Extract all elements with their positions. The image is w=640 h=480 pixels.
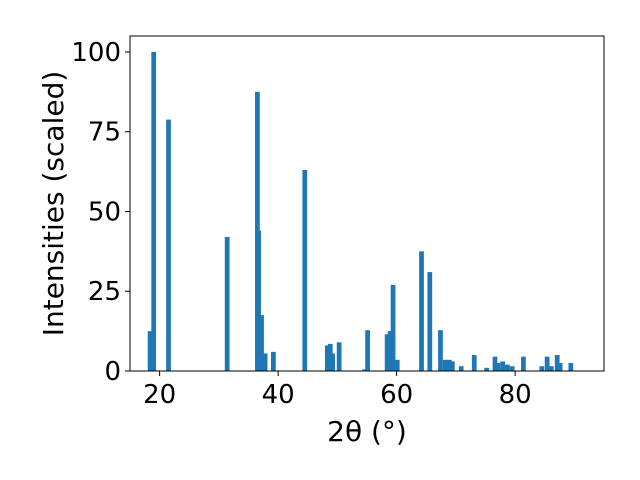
bar — [362, 369, 367, 371]
bar — [259, 315, 264, 371]
y-tick-label: 0 — [104, 357, 121, 387]
bar — [471, 355, 477, 371]
bar — [554, 355, 560, 371]
bar — [324, 345, 330, 371]
bar — [458, 366, 464, 371]
y-tick-label: 75 — [88, 118, 121, 148]
bar — [256, 230, 261, 371]
bar — [446, 359, 452, 371]
bar — [438, 330, 443, 371]
x-tick-label: 80 — [499, 380, 532, 410]
bar — [419, 251, 424, 371]
y-tick-label: 50 — [88, 197, 121, 227]
bar — [336, 342, 342, 371]
bar — [365, 330, 370, 371]
axes-frame — [129, 35, 605, 372]
x-axis-label: 2θ (°) — [327, 415, 407, 448]
bar — [390, 284, 396, 371]
bar — [557, 363, 563, 371]
bar — [568, 363, 574, 371]
bars-group — [147, 51, 574, 371]
bar — [505, 364, 510, 371]
bar — [151, 51, 157, 371]
bar — [224, 237, 230, 371]
bar — [394, 359, 400, 371]
bar — [500, 361, 506, 371]
bar — [449, 361, 455, 371]
x-tick-label: 60 — [380, 380, 413, 410]
y-axis-label: Intensities (scaled) — [37, 71, 70, 337]
bar — [492, 356, 498, 371]
x-tick-label: 20 — [143, 380, 176, 410]
bar — [387, 331, 393, 371]
bar — [544, 356, 550, 371]
y-ticks-group: 0 25 50 75 100 — [71, 38, 130, 387]
y-tick-label: 25 — [88, 277, 121, 307]
bar — [442, 359, 448, 371]
bar — [484, 367, 490, 371]
x-ticks-group: 20 40 60 80 — [143, 371, 532, 410]
y-tick-label: 100 — [71, 38, 121, 68]
bar — [495, 363, 501, 371]
bar — [147, 331, 153, 371]
bar — [521, 356, 526, 371]
bar — [330, 353, 335, 371]
bar — [427, 272, 433, 371]
bar — [166, 119, 171, 371]
bar — [548, 366, 554, 371]
x-tick-label: 40 — [262, 380, 295, 410]
bar — [539, 366, 545, 371]
bar — [271, 351, 276, 371]
bar — [262, 353, 268, 371]
bar — [302, 170, 308, 371]
bar — [384, 334, 390, 371]
bar — [509, 366, 515, 371]
